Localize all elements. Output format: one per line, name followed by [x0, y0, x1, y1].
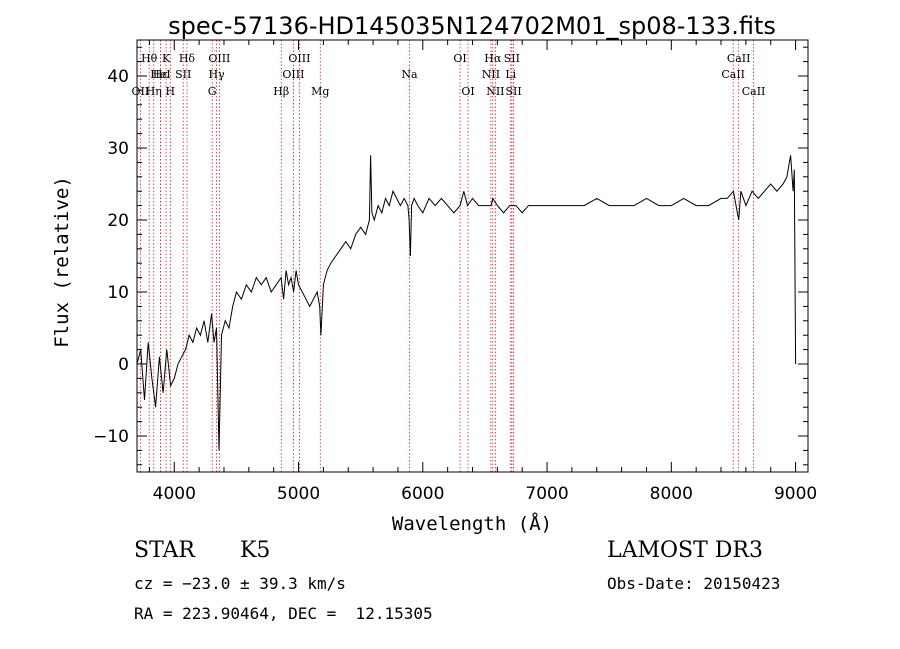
spectral-line-label: Hε — [153, 68, 169, 81]
spectral-line-label: H — [166, 85, 176, 98]
spectral-line-markers — [139, 40, 754, 472]
y-tick-label: 40 — [107, 67, 129, 87]
spectral-line-label: OI — [453, 52, 466, 65]
x-tick-label: 4000 — [153, 484, 196, 504]
spectral-line-label: Hα — [484, 52, 502, 65]
spectral-line-label: CaII — [742, 85, 766, 98]
plot-axes — [136, 39, 809, 473]
x-tick-label: 6000 — [401, 484, 444, 504]
spectrum-chart: spec-57136-HD145035N124702M01_sp08-133.f… — [51, 12, 817, 535]
spectral-line-label: Hβ — [273, 85, 289, 98]
spectral-line-label: OIII — [208, 52, 230, 65]
spectral-line-label: NII — [482, 68, 500, 81]
spectral-line-label: Hθ — [141, 52, 158, 65]
spectral-line-label: OIII — [282, 68, 304, 81]
x-tick-label: 9000 — [774, 484, 817, 504]
spectral-line-label: Na — [401, 68, 418, 81]
spectral-line-label: SII — [175, 68, 191, 81]
spectral-line-label: G — [208, 85, 217, 98]
spectral-line-label: K — [162, 52, 171, 65]
y-axis-label: Flux (relative) — [51, 176, 73, 348]
obs-date: Obs-Date: 20150423 — [607, 574, 781, 593]
redshift-velocity: cz = −23.0 ± 39.3 km/s — [134, 574, 346, 593]
spectral-line-label: NII — [486, 85, 504, 98]
spectral-line-label: Hδ — [179, 52, 196, 65]
spectral-line-label: SII — [504, 52, 520, 65]
spectral-line-label: Mg — [311, 85, 329, 98]
y-axis-ticks: −10 0 10 20 30 40 — [93, 46, 808, 466]
spectral-line-label: OIII — [288, 52, 310, 65]
subclass: K5 — [240, 538, 271, 563]
spectral-line-label: Li — [505, 68, 516, 81]
y-tick-label: 0 — [118, 355, 129, 375]
spectral-line-label: OI — [461, 85, 474, 98]
spectral-line-label: CaII — [727, 52, 751, 65]
survey-name: LAMOST DR3 — [607, 538, 763, 563]
y-tick-label: −10 — [93, 427, 129, 447]
chart-title: spec-57136-HD145035N124702M01_sp08-133.f… — [168, 12, 776, 40]
x-axis-ticks: 4000 5000 6000 7000 8000 9000 — [148, 40, 817, 504]
spectral-line-label: HeI — [150, 68, 170, 81]
spectrum-line — [136, 155, 797, 451]
x-tick-label: 7000 — [525, 484, 568, 504]
spectral-line-label: OII — [131, 85, 149, 98]
object-type: STAR — [134, 538, 195, 563]
spectral-line-label: Hγ — [208, 68, 225, 81]
y-tick-label: 30 — [107, 139, 129, 159]
plot-frame — [136, 39, 809, 473]
spectral-line-label: SII — [506, 85, 522, 98]
y-tick-label: 10 — [107, 283, 129, 303]
x-axis-label: Wavelength (Å) — [392, 512, 552, 535]
x-tick-label: 5000 — [277, 484, 320, 504]
coordinates: RA = 223.90464, DEC = 12.15305 — [134, 604, 433, 623]
spectral-line-label: CaII — [721, 68, 745, 81]
spectral-line-label: Hη — [146, 85, 162, 98]
x-tick-label: 8000 — [650, 484, 693, 504]
y-tick-label: 20 — [107, 211, 129, 231]
